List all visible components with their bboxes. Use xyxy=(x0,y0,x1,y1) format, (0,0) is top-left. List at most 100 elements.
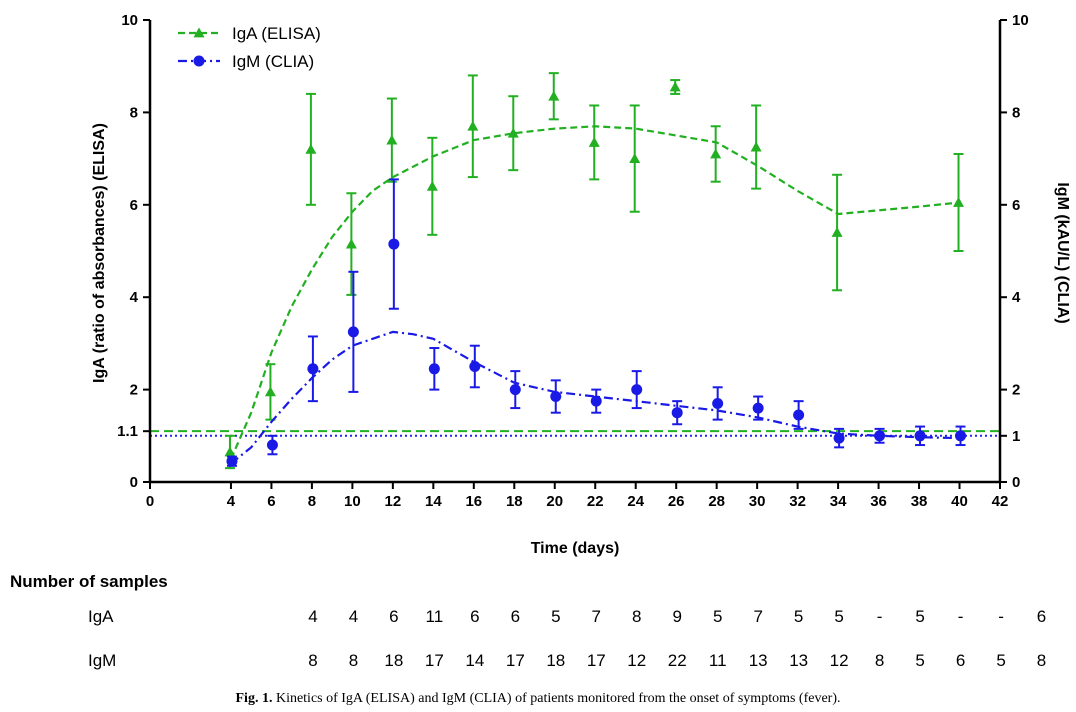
x-tick-label: 4 xyxy=(227,493,236,510)
series-igm xyxy=(226,178,967,467)
y-left-tick-label: 10 xyxy=(121,12,138,29)
y-right-tick-label: 0 xyxy=(1012,474,1020,491)
data-point-igm xyxy=(833,432,845,444)
x-tick-label: 10 xyxy=(344,493,361,510)
y-left-tick-label: 4 xyxy=(130,289,139,306)
y-left-tick-label: 8 xyxy=(130,104,138,121)
samples-cell: 5 xyxy=(793,607,804,626)
samples-cell: 11 xyxy=(425,607,444,626)
samples-cell: 6 xyxy=(955,651,966,670)
x-tick-label: 42 xyxy=(992,493,1009,510)
x-tick-label: 12 xyxy=(385,493,402,510)
samples-cell: 8 xyxy=(348,651,359,670)
data-point-igm xyxy=(874,430,886,442)
samples-cell: 6 xyxy=(389,607,399,626)
y-left-tick-label: 0 xyxy=(130,474,138,491)
x-tick-label: 24 xyxy=(627,493,644,510)
data-point-igm xyxy=(550,391,562,403)
y-right-tick-label: 1 xyxy=(1012,428,1020,445)
x-tick-label: 22 xyxy=(587,493,604,510)
samples-cell: 5 xyxy=(996,651,1006,670)
y-left-tick-label: 2 xyxy=(130,382,138,399)
data-point-igm xyxy=(752,402,764,414)
data-point-igm xyxy=(428,363,440,375)
samples-cell: 18 xyxy=(384,651,404,670)
data-point-iga xyxy=(953,196,965,207)
y-axis-right-title: IgM (kAU/L) (CLIA) xyxy=(1054,182,1071,323)
samples-cell: 8 xyxy=(874,651,885,670)
data-point-igm xyxy=(590,395,602,407)
x-tick-label: 30 xyxy=(749,493,766,510)
samples-cell: 18 xyxy=(546,651,566,670)
samples-cell: 6 xyxy=(510,607,521,626)
x-tick-label: 14 xyxy=(425,493,442,510)
samples-cell: 5 xyxy=(915,607,925,626)
x-tick-label: 36 xyxy=(870,493,887,510)
figure-caption: Fig. 1. Kinetics of IgA (ELISA) and IgM … xyxy=(0,691,1076,707)
samples-cell: 8 xyxy=(1036,651,1047,670)
data-point-igm xyxy=(955,430,967,442)
samples-cell: 6 xyxy=(1036,607,1047,626)
data-point-igm xyxy=(509,384,521,396)
samples-cell: 5 xyxy=(834,607,844,626)
y-axis-left-title: IgA (ratio of absorbances) (ELISA) xyxy=(91,123,108,383)
x-tick-label: 0 xyxy=(146,493,154,510)
x-tick-label: 28 xyxy=(708,493,725,510)
data-point-igm xyxy=(226,455,238,467)
samples-cell: 4 xyxy=(308,607,318,626)
x-tick-label: 38 xyxy=(911,493,928,510)
x-tick-label: 16 xyxy=(465,493,482,510)
samples-cell: 12 xyxy=(627,651,647,670)
x-tick-label: 18 xyxy=(506,493,523,510)
samples-cell: 14 xyxy=(465,651,485,670)
y-right-tick-label: 2 xyxy=(1012,382,1020,399)
data-point-igm xyxy=(914,430,926,442)
samples-cell: 8 xyxy=(632,607,642,626)
data-point-iga xyxy=(710,148,722,159)
samples-cell: 22 xyxy=(667,651,687,670)
data-point-igm xyxy=(347,326,359,338)
y-left-tick-label: 1.1 xyxy=(117,423,138,440)
legend-label-igm: IgM (CLIA) xyxy=(232,52,314,71)
x-tick-label: 8 xyxy=(308,493,316,510)
data-point-igm xyxy=(631,384,643,396)
samples-cell: 17 xyxy=(586,651,606,670)
data-point-igm xyxy=(469,361,481,372)
samples-cell: 8 xyxy=(308,651,318,670)
y-left-tick-label: 6 xyxy=(130,197,138,214)
data-point-iga xyxy=(345,238,357,249)
y-right-tick-label: 4 xyxy=(1012,289,1021,306)
data-point-igm xyxy=(793,409,805,421)
x-tick-label: 34 xyxy=(830,493,847,510)
samples-cell: - xyxy=(957,607,964,626)
samples-cell: 13 xyxy=(789,651,809,670)
data-point-iga xyxy=(386,134,398,145)
data-point-iga xyxy=(224,446,236,457)
cutoff-lines xyxy=(150,430,1000,437)
samples-cell: 13 xyxy=(748,651,768,670)
legend-label-iga: IgA (ELISA) xyxy=(232,24,321,43)
samples-cell: 7 xyxy=(753,607,763,626)
samples-cell: 12 xyxy=(829,651,849,670)
fit-curve-igm xyxy=(230,330,960,465)
data-point-iga xyxy=(750,141,762,152)
data-point-igm xyxy=(307,363,319,375)
samples-cell: - xyxy=(998,607,1004,626)
x-tick-label: 26 xyxy=(668,493,685,510)
caption-label: Fig. 1. xyxy=(235,691,273,706)
samples-cell: 5 xyxy=(551,607,561,626)
data-point-iga xyxy=(467,120,479,131)
y-right-tick-label: 8 xyxy=(1012,104,1020,121)
data-point-igm xyxy=(712,397,724,409)
samples-cell: 7 xyxy=(591,607,602,626)
samples-cell: 4 xyxy=(348,607,359,626)
data-point-iga xyxy=(588,136,600,147)
samples-row-label: IgM xyxy=(88,651,117,670)
legend-marker-iga xyxy=(193,27,205,38)
samples-cell: 17 xyxy=(424,651,444,670)
series-iga xyxy=(224,72,965,470)
data-point-iga xyxy=(426,180,438,191)
series xyxy=(224,72,967,470)
samples-cell: 9 xyxy=(672,607,682,626)
fit-curve-iga xyxy=(229,125,960,460)
